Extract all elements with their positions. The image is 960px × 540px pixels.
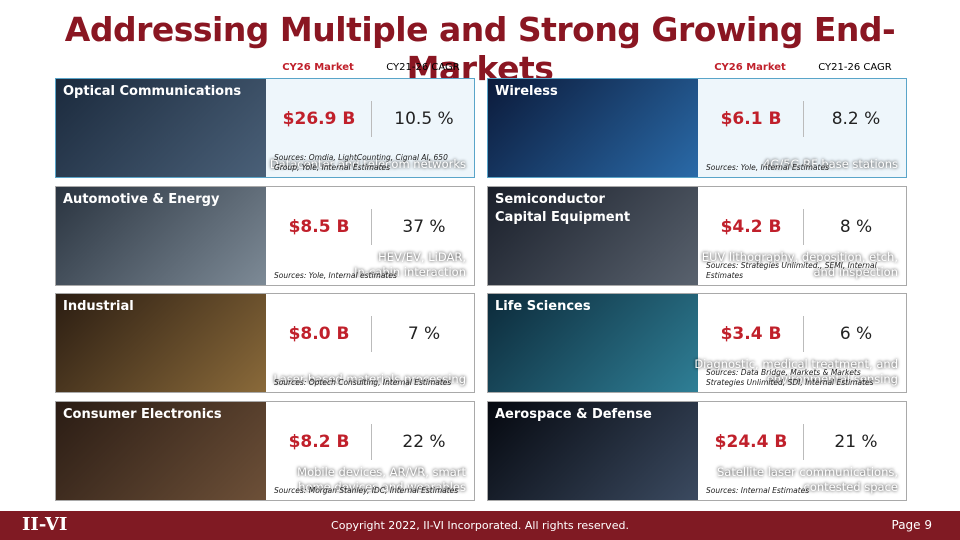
market-value: $6.1 B [720,109,782,129]
market-value: $3.4 B [720,324,782,344]
sources: Sources: Internal Estimates [706,486,810,495]
market-card: Industrial Laser-based materials processi… [55,293,475,393]
cagr-value: 10.5 % [394,109,454,129]
card-caption: Laser-based materials processing [273,372,466,386]
card-title: Aerospace & Defense [495,407,652,422]
column-header-market: CY26 Market [714,62,786,73]
divider [371,101,372,137]
market-card: Semiconductor Capital Equipment EUV litho… [487,186,907,286]
divider [803,316,804,352]
card-caption: Diagnostic, medical treatment, and envir… [694,357,898,386]
column-header-market: CY26 Market [282,62,354,73]
card-title: Life Sciences [495,299,591,314]
card-title: Consumer Electronics [63,407,222,422]
market-value: $8.0 B [288,324,350,344]
divider [803,209,804,245]
logo: II-VI [22,514,68,535]
card-title: Optical Communications [63,84,242,99]
market-value: $24.4 B [714,432,788,452]
card-title: Automotive & Energy [63,192,220,207]
cagr-value: 37 % [402,217,446,237]
slide-title: Addressing Multiple and Strong Growing E… [64,10,896,88]
market-card: Aerospace & Defense Satellite laser commu… [487,401,907,501]
card-image [56,79,266,177]
cagr-value: 21 % [834,432,878,452]
market-value: $26.9 B [282,109,356,129]
divider [371,209,372,245]
card-caption: EUV lithography, deposition, etch, and i… [701,250,898,279]
divider [371,424,372,460]
sources: Sources: Strategies Unlimited., SEMI, In… [706,261,877,280]
market-card: Consumer Electronics Mobile devices, AR/V… [55,401,475,501]
card-caption: Satellite laser communications, conteste… [716,465,898,494]
card-caption: Datacenter and telecom networks [269,157,466,171]
market-value: $4.2 B [720,217,782,237]
market-card: Wireless 4G/5G RF base stations $6.1 B 8.2 … [487,78,907,178]
sources: Sources: Data Bridge, Markets & Markets … [706,368,874,387]
divider [803,101,804,137]
sources: Sources: Optech Consulting, Internal Est… [274,378,452,387]
market-card: Automotive & Energy HEV/EV, LiDAR, In-cab… [55,186,475,286]
card-caption: HEV/EV, LiDAR, In-cabin interaction [354,250,466,279]
cagr-value: 22 % [402,432,446,452]
column-header-cagr: CY21-26 CAGR [818,62,892,73]
card-image [56,294,266,392]
cagr-value: 8 % [839,217,873,237]
market-card: Optical Communications Datacenter and tel… [55,78,475,178]
divider [371,316,372,352]
market-value: $8.5 B [288,217,350,237]
card-title: Wireless [495,84,558,99]
market-card: Life Sciences Diagnostic, medical treatme… [487,293,907,393]
sources: Sources: Morgan Stanley, IDC, Internal E… [274,486,459,495]
sources: Sources: Omdia, LightCounting, Cignal AI… [274,153,448,172]
card-image [56,402,266,500]
copyright: Copyright 2022, II-VI Incorporated. All … [331,519,629,532]
cagr-value: 8.2 % [831,109,881,129]
card-image [56,187,266,285]
market-value: $8.2 B [288,432,350,452]
cagr-value: 6 % [839,324,873,344]
card-caption: Mobile devices, AR/VR, smart home device… [297,465,466,494]
divider [803,424,804,460]
card-title: Semiconductor Capital Equipment [495,192,631,225]
footer-bar [0,511,960,540]
column-header-cagr: CY21-26 CAGR [386,62,460,73]
sources: Sources: Yole, Internal Estimates [706,163,830,172]
card-caption: 4G/5G RF base stations [763,157,898,171]
card-image [488,79,698,177]
card-image [488,187,698,285]
cagr-value: 7 % [407,324,441,344]
card-image [488,402,698,500]
card-image [488,294,698,392]
card-title: Industrial [63,299,134,314]
sources: Sources: Yole, Internal estimates [274,271,397,280]
page-number: Page 9 [891,518,933,532]
